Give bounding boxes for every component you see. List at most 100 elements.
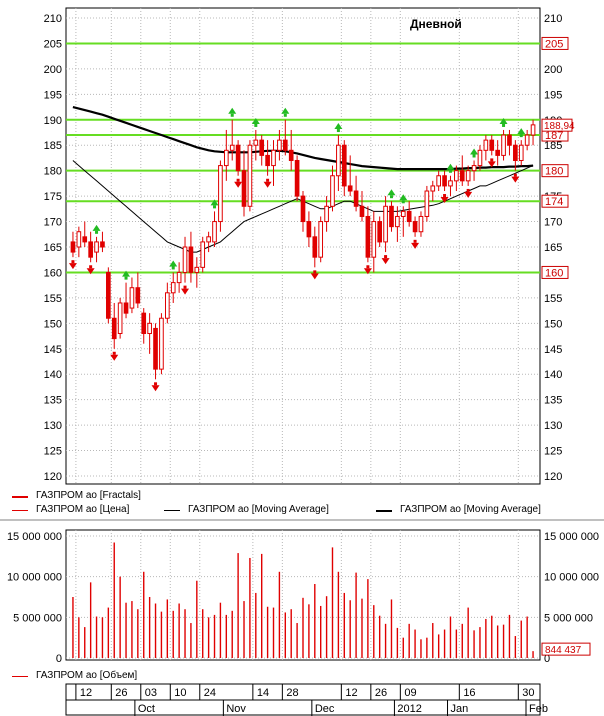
candle-body (430, 185, 436, 192)
candle-body (141, 312, 147, 335)
volume-panel: 0 0 5 000 000 5 000 000 10 000 000 10 000 000… (7, 529, 599, 665)
day-tick-label: 28 (286, 687, 298, 699)
candle-body (341, 144, 347, 187)
fractal-up-marker (387, 189, 396, 196)
fractal-down-marker (310, 273, 319, 280)
candle-body (383, 205, 388, 243)
candle-body (106, 271, 111, 319)
fractal-down-stem (112, 351, 116, 355)
candle-body (318, 221, 324, 258)
fractal-up-stem (448, 169, 452, 173)
candle-body (294, 159, 300, 197)
fractal-down-stem (490, 158, 494, 162)
fractal-down-stem (413, 239, 417, 243)
candle-body (424, 190, 430, 217)
candle-body (282, 139, 288, 151)
level-label: 160 (545, 267, 563, 279)
fractal-up-marker (210, 199, 219, 206)
day-tick-label: 30 (522, 687, 534, 699)
candle-body (412, 221, 418, 233)
candle-body (117, 302, 123, 335)
candle-body (147, 322, 152, 335)
day-tick-label: 03 (145, 687, 157, 699)
candle-body (524, 134, 530, 146)
fractal-down-stem (266, 178, 270, 182)
fractal-down-stem (313, 270, 317, 274)
fractal-up-marker (517, 128, 526, 135)
price-tick-left: 190 (44, 115, 62, 127)
price-tick-right: 165 (544, 242, 562, 254)
candle-body (247, 144, 253, 207)
fractal-up-stem (95, 230, 99, 234)
level-label-box (541, 164, 569, 178)
day-tick-label: 16 (463, 687, 475, 699)
candle-body (170, 282, 176, 294)
price-tick-left: 175 (44, 191, 62, 203)
price-tick-right: 125 (544, 446, 562, 458)
fractal-down-stem (154, 382, 158, 386)
candle-body (465, 170, 471, 182)
fractal-up-marker (251, 117, 260, 124)
price-tick-left: 145 (44, 344, 62, 356)
fractal-up-marker (334, 123, 343, 130)
fractal-up-stem (401, 200, 405, 204)
candle-body (259, 139, 265, 156)
fractal-down-marker (263, 181, 272, 188)
candle-body (395, 215, 400, 228)
price-tick-right: 185 (544, 140, 562, 152)
fractal-down-stem (466, 188, 470, 192)
fractal-up-marker (470, 148, 479, 155)
candle-body (288, 149, 294, 161)
candle-body (518, 144, 524, 161)
candle-body (176, 271, 182, 284)
candle-body (212, 221, 217, 243)
candle-body (82, 236, 88, 243)
fractal-up-marker (228, 107, 237, 114)
day-tick-label: 14 (257, 687, 269, 699)
fractal-down-marker (487, 161, 496, 168)
level-label-box (541, 36, 569, 50)
volume-tick-right: 10 000 000 (544, 572, 599, 584)
volume-tick-right: 0 (544, 653, 550, 665)
price-tick-left: 130 (44, 420, 62, 432)
candle-body (324, 205, 329, 223)
day-tick-label: 12 (80, 687, 92, 699)
time-axis: 12 26 03 10 24 14 28 12 26 09 16 30 Oct Nov Dec 2012 Jan… (65, 683, 548, 716)
candle-body (241, 170, 247, 207)
fractal-down-marker (234, 181, 243, 188)
candle-body (159, 317, 164, 370)
fractal-up-stem (389, 195, 393, 199)
day-tick-label: 26 (115, 687, 127, 699)
volume-tick-right: 15 000 000 (544, 531, 599, 543)
candle-body (123, 302, 129, 314)
fractal-down-marker (464, 191, 473, 198)
fractal-down-stem (384, 255, 388, 259)
level-label-box (541, 265, 569, 279)
price-plot-area (65, 7, 541, 485)
price-tick-right: 150 (544, 318, 562, 330)
fractal-up-marker (399, 194, 408, 201)
legend-swatch (164, 510, 180, 511)
fractal-up-stem (171, 266, 175, 270)
candle-body (507, 134, 512, 146)
candle-body (182, 246, 188, 273)
chart-title: Дневной (410, 17, 462, 31)
level-label: 180 (545, 166, 563, 178)
fractal-down-marker (151, 385, 160, 392)
price-tick-left: 125 (44, 446, 62, 458)
fractal-down-stem (236, 178, 240, 182)
fractal-down-marker (411, 242, 420, 249)
price-tick-left: 135 (44, 395, 62, 407)
candle-body (70, 241, 76, 253)
volume-tick-left: 10 000 000 (7, 572, 62, 584)
candle-body (353, 190, 359, 207)
volume-tick-left: 0 (56, 653, 62, 665)
candle-body (330, 175, 335, 207)
month-tick-label: Jan (451, 703, 469, 715)
candle-body (194, 266, 200, 273)
last-volume-box (541, 642, 591, 656)
candle-body (530, 124, 536, 136)
level-label: 174 (545, 196, 563, 208)
legend-swatch (12, 510, 28, 511)
